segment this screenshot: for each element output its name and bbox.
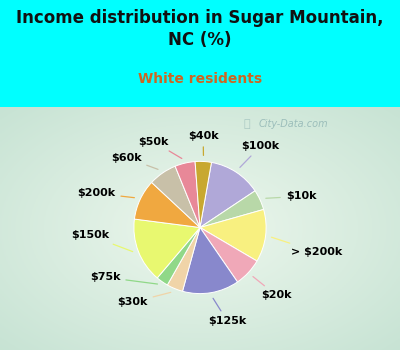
- Text: $50k: $50k: [138, 137, 182, 159]
- Text: $10k: $10k: [266, 191, 316, 201]
- Wedge shape: [175, 162, 200, 228]
- Wedge shape: [200, 191, 264, 228]
- Wedge shape: [200, 228, 257, 282]
- Text: $150k: $150k: [71, 230, 133, 252]
- Text: $200k: $200k: [77, 188, 134, 198]
- Text: $20k: $20k: [253, 276, 292, 300]
- Wedge shape: [157, 228, 200, 285]
- Text: $75k: $75k: [90, 272, 158, 284]
- Text: $40k: $40k: [188, 131, 218, 155]
- Wedge shape: [152, 166, 200, 228]
- Text: $125k: $125k: [208, 298, 246, 326]
- Text: $60k: $60k: [111, 153, 158, 169]
- Text: $100k: $100k: [240, 141, 280, 167]
- Text: $30k: $30k: [117, 292, 171, 307]
- Text: > $200k: > $200k: [272, 237, 342, 257]
- Wedge shape: [200, 162, 255, 228]
- Text: City-Data.com: City-Data.com: [258, 119, 328, 129]
- Wedge shape: [167, 228, 200, 291]
- Text: White residents: White residents: [138, 72, 262, 86]
- Wedge shape: [182, 228, 238, 294]
- Wedge shape: [200, 209, 266, 261]
- Text: Income distribution in Sugar Mountain,
NC (%): Income distribution in Sugar Mountain, N…: [16, 9, 384, 49]
- Wedge shape: [134, 182, 200, 228]
- Text: ⧗: ⧗: [244, 119, 251, 129]
- Wedge shape: [195, 161, 212, 228]
- Wedge shape: [134, 219, 200, 278]
